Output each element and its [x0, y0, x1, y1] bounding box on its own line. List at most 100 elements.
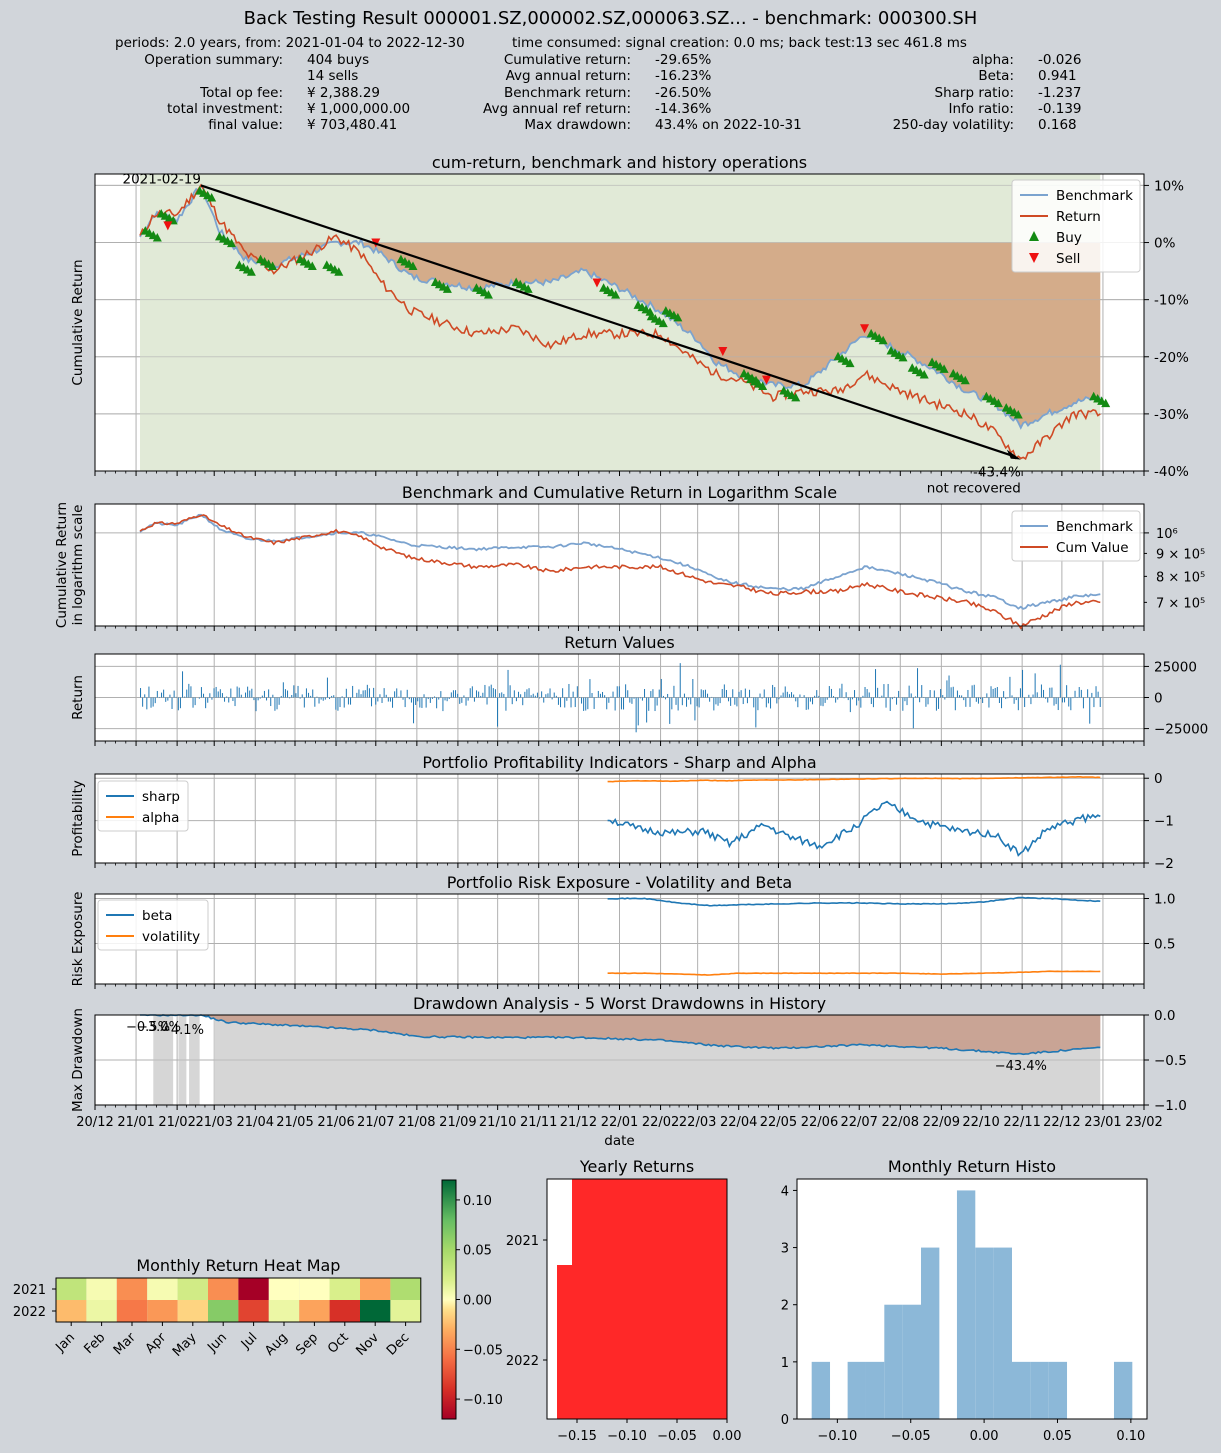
return-bar: [673, 685, 675, 698]
return-bar: [822, 697, 824, 707]
return-bar: [310, 695, 312, 698]
heatmap-cell: [147, 1278, 178, 1300]
return-bar: [429, 697, 431, 703]
volatility-label: 250-day volatility:: [892, 117, 1014, 133]
return-bar: [870, 697, 872, 705]
return-bar: [581, 697, 583, 704]
return-bar: [228, 697, 230, 703]
cum-value-log-line: [139, 514, 1101, 630]
histogram-bar: [902, 1304, 922, 1419]
return-bar: [618, 686, 620, 698]
x-tick-label: 0.00: [713, 1429, 742, 1444]
return-bar: [1057, 697, 1059, 711]
time-consumed-text: time consumed: signal creation: 0.0 ms; …: [512, 35, 967, 51]
y-tick-label: 0: [1154, 691, 1163, 707]
return-bar: [480, 695, 482, 698]
return-bar: [658, 689, 660, 698]
return-bar: [551, 697, 553, 700]
return-bar: [280, 695, 282, 698]
return-bar: [245, 692, 247, 698]
heatmap-cell: [329, 1278, 360, 1300]
return-bar: [954, 697, 956, 711]
return-bar: [427, 697, 429, 700]
return-bar: [352, 685, 354, 698]
avg-annual-ref-return-label: Avg annual ref return:: [483, 101, 631, 117]
return-bar: [1009, 676, 1011, 698]
return-bar: [555, 695, 557, 698]
return-bar: [914, 696, 916, 698]
buy-marker: [442, 284, 452, 293]
return-bar: [814, 695, 816, 698]
return-bar: [925, 697, 927, 707]
return-bar: [305, 688, 307, 698]
volatility-value: 0.168: [1038, 117, 1077, 133]
return-bar: [316, 696, 318, 698]
return-bar: [975, 697, 977, 702]
return-bar: [807, 697, 809, 710]
return-bar: [744, 688, 746, 698]
heatmap-column-label: Dec: [384, 1330, 412, 1358]
date-tick-label: 21/11: [520, 1115, 557, 1130]
return-bar: [343, 697, 345, 708]
return-bar: [656, 697, 658, 706]
return-bar: [360, 694, 362, 698]
return-bar: [681, 697, 683, 706]
return-bar: [394, 691, 396, 698]
return-bar: [534, 695, 536, 698]
date-tick-label: 22/08: [882, 1115, 919, 1130]
return-bar: [942, 695, 944, 698]
return-bar: [774, 687, 776, 698]
return-bar: [921, 685, 923, 698]
return-bar: [898, 690, 900, 698]
return-bar: [910, 693, 912, 698]
return-bar: [967, 689, 969, 698]
report-header: Back Testing Result 000001.SZ,000002.SZ,…: [0, 0, 1221, 140]
date-tick-label: 22/04: [720, 1115, 757, 1130]
return-bar: [837, 697, 839, 700]
avg-annual-return-label: Avg annual return:: [505, 68, 631, 84]
return-bar: [345, 688, 347, 698]
return-bar: [1089, 697, 1091, 724]
return-bar: [1011, 695, 1013, 698]
buy-marker: [523, 284, 533, 293]
return-bar: [177, 697, 179, 711]
return-bar: [459, 697, 461, 704]
return-bar: [488, 686, 490, 698]
return-bar: [646, 697, 648, 723]
volatility-line: [607, 970, 1101, 976]
date-tick-label: 21/02: [158, 1115, 195, 1130]
return-bar: [179, 697, 181, 709]
return-bar: [713, 697, 715, 711]
return-bar: [620, 697, 622, 710]
return-bar: [809, 697, 811, 702]
return-bar: [749, 689, 751, 698]
heatmap-cell: [238, 1300, 269, 1322]
return-bar: [234, 697, 236, 707]
return-bar: [490, 684, 492, 698]
return-bar: [560, 697, 562, 708]
return-bar: [770, 697, 772, 709]
legend-label: beta: [142, 908, 172, 924]
return-bar: [757, 697, 759, 711]
return-bar: [434, 696, 436, 698]
return-bar: [952, 686, 954, 698]
final-value-label: final value:: [208, 117, 283, 133]
return-bar: [457, 693, 459, 698]
return-bar: [471, 686, 473, 698]
info-ratio-label: Info ratio:: [948, 101, 1014, 117]
return-bar: [793, 694, 795, 698]
report-title: Back Testing Result 000001.SZ,000002.SZ,…: [243, 8, 978, 29]
max-drawdown-label: Max drawdown:: [524, 117, 631, 133]
beta-line: [607, 896, 1101, 907]
return-bar: [465, 697, 467, 706]
return-bar: [763, 689, 765, 698]
return-bar: [1080, 689, 1082, 698]
return-bar: [194, 697, 196, 706]
return-bar: [259, 697, 261, 699]
chart-title: Portfolio Risk Exposure - Volatility and…: [447, 873, 792, 892]
return-bar: [692, 679, 694, 698]
return-bar: [862, 695, 864, 698]
y-tick-label: 10%: [1154, 178, 1184, 194]
legend-box: [1011, 510, 1141, 562]
return-bar: [1005, 697, 1007, 700]
